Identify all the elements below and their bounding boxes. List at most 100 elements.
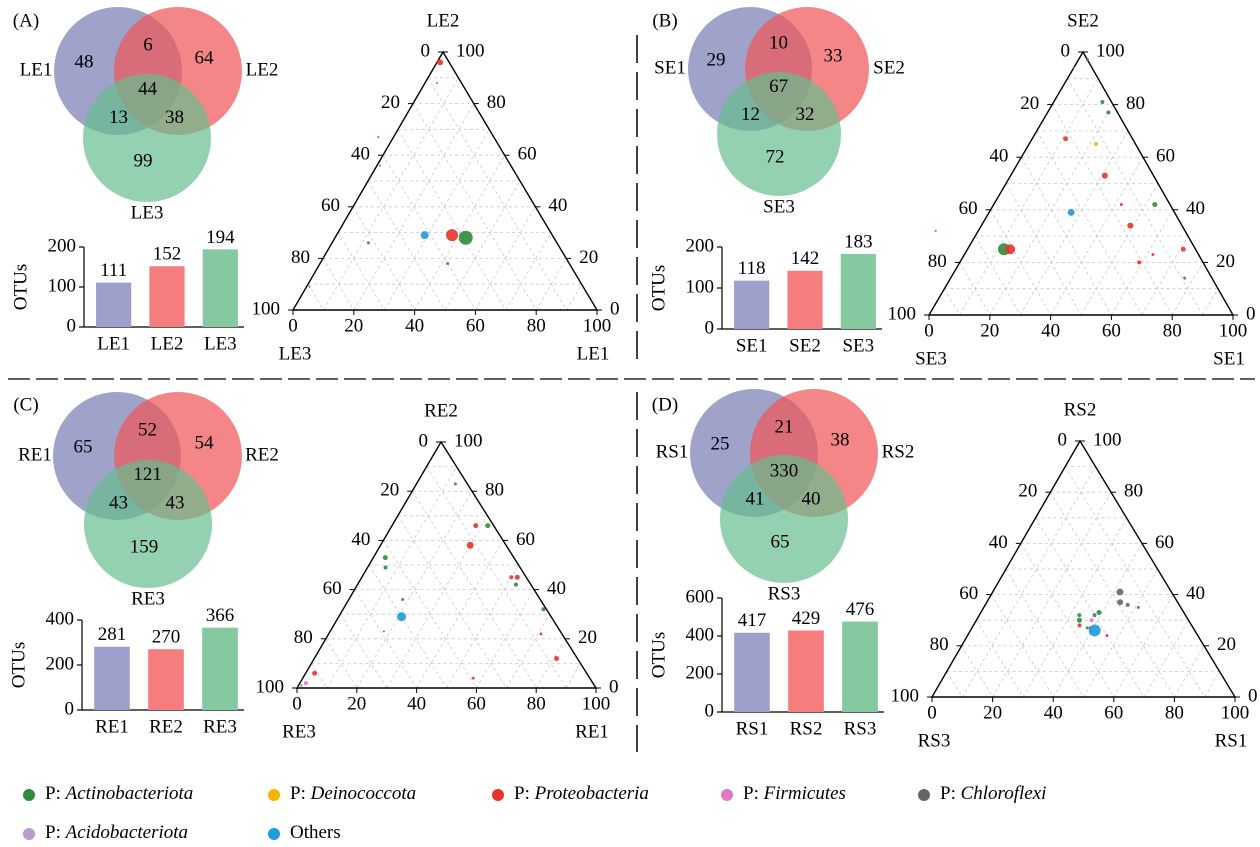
ternary-right-tick-label: 60 (1155, 532, 1174, 553)
ternary-axis-left-label: LE3 (279, 343, 312, 364)
legend-label: P: Firmicutes (743, 783, 846, 804)
ternary-point (401, 597, 405, 601)
ternary-point (1106, 110, 1111, 115)
venn-only-3: 99 (134, 150, 153, 171)
bar-value-label: 152 (153, 244, 182, 265)
ternary-left-tick-label: 100 (888, 303, 917, 324)
legend-item: P: Deinococcota (268, 783, 416, 804)
venn-overlap-23: 43 (166, 492, 185, 513)
ternary-bottom-tick-label: 40 (1044, 702, 1063, 723)
ternary-bottom-tick-label: 80 (1165, 702, 1184, 723)
venn-only-3: 72 (766, 146, 785, 167)
ternary-axis-right-label: SE1 (1213, 348, 1245, 369)
ternary-grid-line (307, 283, 324, 311)
ternary-grid-line (426, 466, 567, 689)
ternary-grid-line (1141, 235, 1189, 316)
ternary-grid-line (961, 466, 1096, 698)
otu-bar-chart: 0 100 200 OTUs 111 LE1 152 LE2 194 LE3 (10, 227, 244, 354)
ternary-point (308, 285, 311, 288)
ternary-point (397, 612, 407, 622)
ternary-plot: 0 0 0 20 20 20 40 40 40 60 60 60 80 80 80 100 100 100 LE2 L… (252, 10, 620, 364)
legend-name: Acidobacteriota (64, 822, 188, 843)
ternary-left-tick-label: 20 (381, 92, 400, 113)
bar-category-label: LE2 (151, 333, 184, 354)
ternary-left-tick-label: 20 (1020, 93, 1039, 114)
ternary-axis-left-label: SE3 (915, 348, 947, 369)
ternary-left-tick-label: 100 (256, 676, 285, 697)
venn-overlap-13: 13 (109, 107, 128, 128)
legend-name: Chloroflexi (961, 783, 1047, 804)
ternary-point (473, 523, 479, 529)
ternary-grid-line (959, 78, 1099, 316)
ternary-right-tick-label: 80 (1124, 481, 1143, 502)
legend-label: P: Proteobacteria (514, 783, 649, 804)
ternary-point (485, 523, 491, 529)
ternary-point (1183, 276, 1187, 280)
panel-label: (D) (652, 394, 678, 415)
ternary-point (458, 230, 473, 245)
venn-overlap-123: 121 (133, 464, 162, 485)
ternary-right-tick-label: 20 (579, 247, 598, 268)
venn-set-label-2: LE2 (246, 59, 279, 80)
ternary-right-tick-label: 20 (578, 627, 597, 648)
bar-y-tick-label: 100 (686, 276, 715, 297)
ternary-grid-line (1005, 568, 1084, 698)
ternary-grid-line (444, 180, 521, 311)
ternary-grid-line (1083, 568, 1158, 698)
bar-category-label: SE1 (736, 335, 768, 356)
venn-only-3: 65 (771, 531, 790, 552)
ternary-bottom-tick-label: 80 (527, 693, 546, 714)
venn-only-1: 48 (75, 51, 94, 72)
ternary-left-tick-label: 40 (989, 146, 1008, 167)
ternary-axis-right-label: LE1 (577, 343, 610, 364)
bar-y-tick-label: 400 (46, 608, 75, 629)
bar-value-label: 118 (738, 258, 766, 279)
ternary-grid-line (990, 594, 1054, 698)
ternary-grid-line (352, 206, 415, 311)
venn-overlap-13: 41 (746, 488, 765, 509)
ternary-grid-line (386, 515, 488, 689)
ternary-grid-line (944, 288, 960, 316)
legend-marker (268, 828, 280, 840)
venn-overlap-123: 44 (138, 79, 158, 100)
bar-y-tick-label: 0 (65, 698, 75, 719)
venn-circle-3 (84, 460, 212, 588)
ternary-point (1180, 246, 1186, 252)
bar-le2 (149, 266, 185, 327)
ternary-grid-line (1143, 619, 1189, 698)
bar-value-label: 417 (738, 610, 767, 631)
ternary-outline (927, 50, 1235, 316)
venn-only-1: 25 (711, 433, 730, 454)
ternary-grid-line (505, 613, 550, 689)
ternary-right-tick-label: 100 (454, 430, 483, 451)
venn-overlap-23: 38 (165, 107, 184, 128)
ternary-left-tick-label: 60 (959, 583, 978, 604)
ternary-point (446, 229, 459, 242)
ternary-bottom-tick-label: 0 (292, 693, 302, 714)
bar-value-label: 111 (100, 260, 127, 281)
panel-label: (A) (13, 10, 39, 31)
ternary-point (514, 574, 520, 580)
ternary-grid-line (1113, 594, 1174, 698)
venn-only-3: 159 (130, 536, 159, 557)
bar-y-tick-label: 200 (686, 235, 715, 256)
ternary-point (1116, 588, 1124, 596)
bar-value-label: 270 (152, 627, 181, 648)
ternary-axis-right-label: RE1 (575, 721, 609, 742)
ternary-right-tick-label: 80 (487, 92, 506, 113)
venn-overlap-123: 330 (770, 460, 799, 481)
ternary-grid-line (311, 663, 328, 689)
ternary-grid-line (353, 103, 475, 311)
ternary-point (382, 555, 388, 561)
ternary-bottom-tick-label: 40 (1041, 320, 1060, 341)
bar-value-label: 194 (206, 227, 235, 248)
ternary-point (541, 607, 546, 612)
legend-marker (918, 789, 930, 801)
ternary-axis-top-label: RE2 (424, 400, 458, 421)
otu-bar-chart: 0 200 400 OTUs 281 RE1 270 RE2 366 RE3 (8, 605, 244, 737)
legend-label: P: Acidobacteriota (45, 822, 188, 843)
ternary-point (1101, 172, 1108, 179)
bar-se3 (840, 253, 876, 329)
